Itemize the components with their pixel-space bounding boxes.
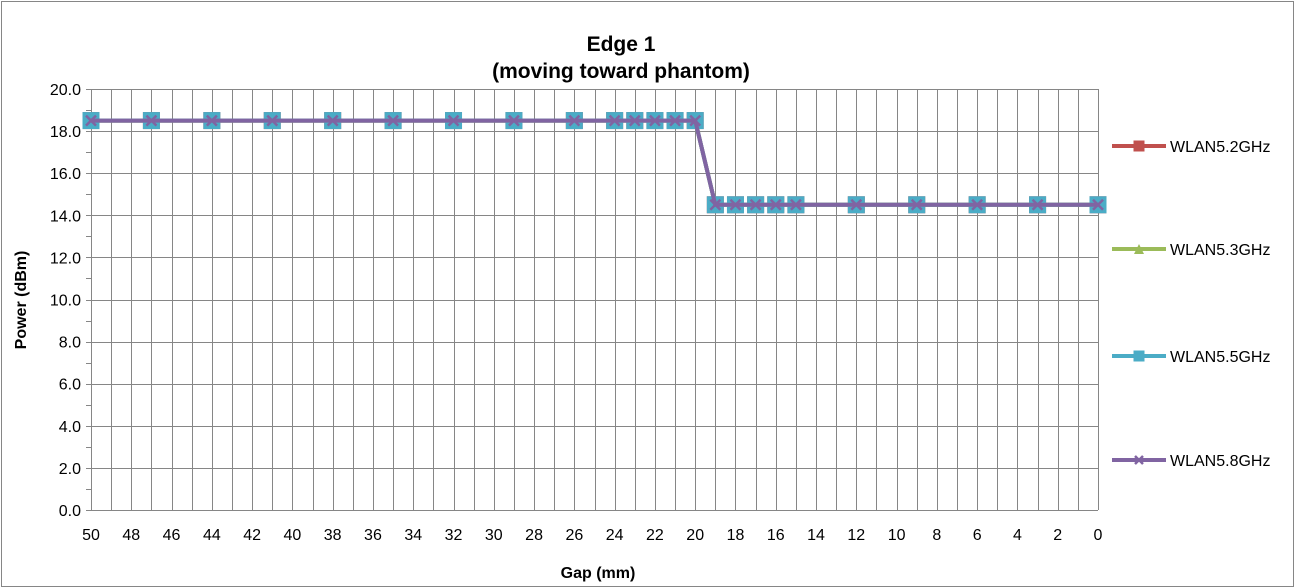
x-tick-label: 10 — [888, 527, 906, 544]
y-tick-label: 0.0 — [59, 503, 81, 520]
x-tick-label: 6 — [973, 527, 982, 544]
data-point — [387, 114, 399, 127]
data-point — [971, 198, 984, 211]
y-axis-label: Power (dBm) — [13, 251, 30, 350]
x-tick-label: 12 — [847, 527, 865, 544]
y-tick-label: 2.0 — [59, 461, 81, 478]
data-point — [1134, 244, 1144, 254]
y-tick-label: 4.0 — [59, 419, 81, 436]
x-tick-label: 24 — [606, 527, 624, 544]
data-point — [145, 114, 158, 127]
data-point — [709, 198, 722, 211]
legend-label: WLAN5.5GHz — [1170, 349, 1270, 366]
y-tick-label: 16.0 — [50, 166, 81, 183]
y-tick-label: 14.0 — [50, 208, 81, 225]
x-tick-label: 34 — [404, 527, 422, 544]
x-tick-label: 42 — [243, 527, 261, 544]
y-tick-label: 10.0 — [50, 293, 81, 310]
x-axis-label: Gap (mm) — [561, 565, 636, 582]
data-point — [326, 114, 339, 127]
y-tick-label: 6.0 — [59, 377, 81, 394]
x-tick-label: 22 — [646, 527, 664, 544]
x-tick-label: 14 — [807, 527, 825, 544]
data-point — [1031, 198, 1044, 211]
data-point — [608, 114, 621, 127]
data-point — [850, 198, 863, 211]
data-point — [689, 114, 702, 127]
x-tick-label: 32 — [445, 527, 463, 544]
x-tick-label: 46 — [163, 527, 181, 544]
y-tick-label: 12.0 — [50, 250, 81, 267]
chart-subtitle: (moving toward phantom) — [492, 60, 750, 83]
axes — [86, 89, 1098, 511]
data-point — [769, 198, 782, 211]
data-point — [669, 114, 681, 127]
legend: WLAN5.2GHz WLAN5.3GHz WLAN5.5GHz WLAN5.8GHz — [1112, 139, 1270, 470]
data-point — [749, 198, 762, 211]
y-tick-label: 8.0 — [59, 335, 81, 352]
x-tick-label: 44 — [203, 527, 221, 544]
x-tick-label: 38 — [324, 527, 342, 544]
chart-title: Edge 1 — [587, 33, 656, 56]
data-point — [649, 114, 661, 127]
series-WLAN5.8GHz — [85, 114, 1104, 211]
x-tick-label: 0 — [1094, 527, 1103, 544]
data-point — [568, 114, 581, 127]
y-tick-label: 18.0 — [50, 124, 81, 141]
data-point — [1134, 455, 1144, 465]
series-layer — [82, 112, 1107, 214]
x-tick-label: 50 — [82, 527, 100, 544]
data-point — [447, 114, 460, 127]
legend-label: WLAN5.3GHz — [1170, 242, 1270, 259]
y-tick-labels: 0.0 2.0 4.0 6.0 8.0 10.0 12.0 14.0 16.0 18.0 20.0 — [50, 82, 81, 520]
x-tick-label: 28 — [525, 527, 543, 544]
x-tick-label: 18 — [727, 527, 745, 544]
x-tick-label: 20 — [686, 527, 704, 544]
x-tick-label: 40 — [284, 527, 302, 544]
data-point — [508, 114, 520, 127]
x-tick-label: 16 — [767, 527, 785, 544]
legend-label: WLAN5.8GHz — [1170, 453, 1270, 470]
data-point — [1133, 140, 1145, 152]
legend-item: WLAN5.2GHz — [1112, 139, 1270, 156]
legend-item: WLAN5.8GHz — [1112, 453, 1270, 470]
data-point — [1092, 198, 1104, 211]
data-point — [266, 114, 279, 127]
data-point — [1133, 350, 1145, 362]
x-tick-label: 48 — [122, 527, 140, 544]
legend-item: WLAN5.3GHz — [1112, 242, 1270, 259]
series-line — [91, 118, 1098, 207]
legend-label: WLAN5.2GHz — [1170, 139, 1270, 156]
data-point — [85, 114, 97, 127]
x-tick-label: 8 — [932, 527, 941, 544]
data-point — [729, 198, 742, 211]
data-point — [628, 114, 641, 127]
x-tick-label: 36 — [364, 527, 382, 544]
x-tick-label: 2 — [1053, 527, 1062, 544]
x-tick-label: 4 — [1013, 527, 1022, 544]
x-tick-label: 26 — [565, 527, 583, 544]
x-tick-labels: 50 48 46 44 42 40 38 36 34 32 30 28 26 24 22 20 18 16 14 12… — [82, 527, 1102, 544]
y-tick-label: 20.0 — [50, 82, 81, 99]
data-point — [790, 198, 802, 211]
data-point — [205, 114, 218, 127]
legend-item: WLAN5.5GHz — [1112, 349, 1270, 366]
x-tick-label: 30 — [485, 527, 503, 544]
data-point — [910, 198, 923, 211]
